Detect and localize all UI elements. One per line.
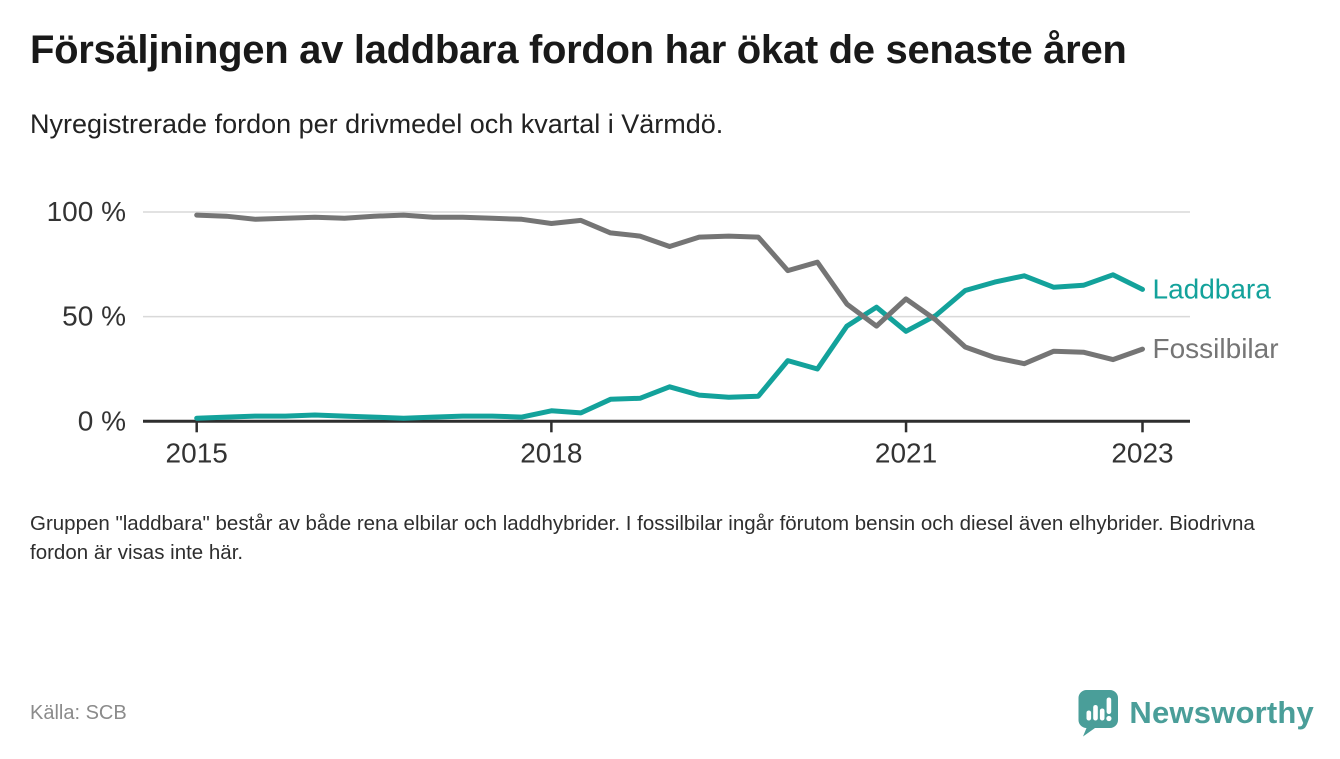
y-axis-tick-label: 50 % — [62, 300, 126, 331]
y-axis-tick-label: 0 % — [78, 405, 126, 436]
newsworthy-logo-text: Newsworthy — [1129, 695, 1314, 730]
x-axis-tick-label: 2018 — [520, 437, 582, 468]
y-axis-tick-label: 100 % — [47, 196, 126, 227]
series-line-laddbara — [194, 272, 1145, 421]
newsworthy-logo: Newsworthy — [1077, 689, 1314, 737]
series-label-fossilbilar: Fossilbilar — [1153, 333, 1279, 364]
chart-note: Gruppen "laddbara" består av både rena e… — [30, 511, 1255, 564]
series-label-laddbara: Laddbara — [1153, 273, 1272, 304]
series-line-fossilbilar — [194, 212, 1145, 366]
line-chart-canvas: 100 % 50 % 0 % 2015 2018 2021 2023 Laddbara Foss… — [47, 196, 1279, 468]
x-axis-tick-label: 2021 — [875, 437, 937, 468]
footer-row: Källa: SCB Newsworthy — [30, 689, 1314, 737]
page-subtitle: Nyregistrerade fordon per drivmedel och … — [30, 109, 724, 140]
source-label: Källa: SCB — [30, 701, 127, 724]
bar-chart-speech-bubble-icon — [1078, 690, 1119, 737]
page-title: Försäljningen av laddbara fordon har öka… — [30, 28, 1127, 72]
x-axis-tick-label: 2023 — [1111, 437, 1173, 468]
x-axis-tick-label: 2015 — [166, 437, 228, 468]
line-chart: 100 % 50 % 0 % 2015 2018 2021 2023 Laddbara Foss… — [0, 183, 1340, 479]
infographic-page: Försäljningen av laddbara fordon har öka… — [0, 26, 1340, 759]
